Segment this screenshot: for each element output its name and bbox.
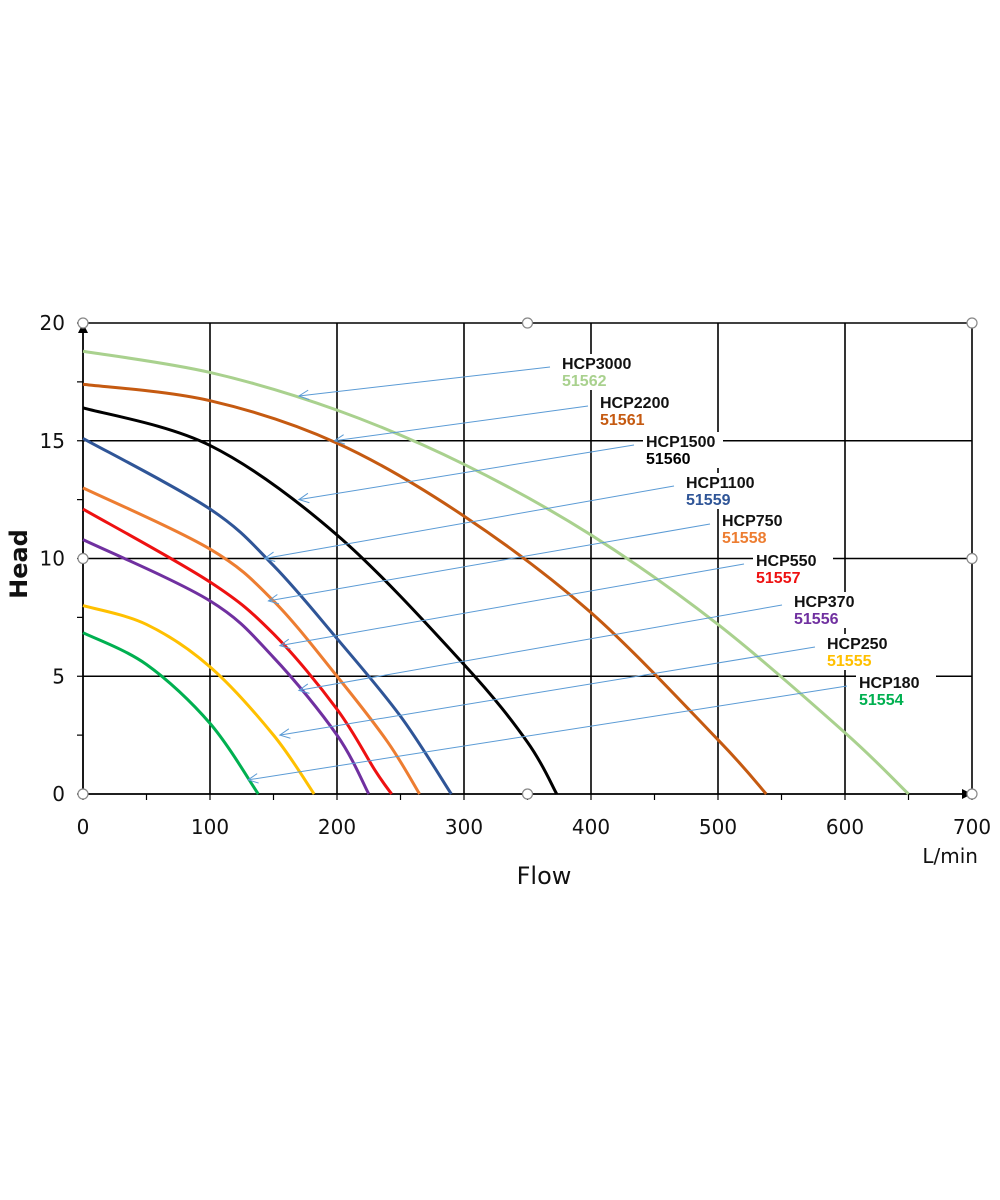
x-axis-unit: L/min bbox=[922, 844, 978, 868]
series-label-hcp3000: HCP3000 bbox=[562, 356, 631, 373]
y-axis-title: Head bbox=[5, 529, 33, 599]
annotation-arrow-hcp2200 bbox=[334, 405, 589, 442]
x-axis-title: Flow bbox=[517, 862, 572, 890]
x-tick-label: 0 bbox=[77, 815, 90, 839]
selection-handle-icon bbox=[77, 552, 89, 565]
y-tick-label: 5 bbox=[52, 664, 65, 688]
x-tick-label: 500 bbox=[699, 815, 737, 839]
selection-handle-icon bbox=[521, 788, 534, 800]
selection-handle-icon bbox=[521, 317, 534, 329]
series-curve-hcp750 bbox=[82, 486, 421, 795]
label-background bbox=[643, 432, 723, 468]
arrowhead-icon bbox=[263, 551, 276, 562]
curves bbox=[82, 349, 910, 796]
series-curve-hcp180 bbox=[82, 631, 260, 795]
annotation-arrow-hcp250 bbox=[279, 646, 816, 736]
arrowhead-icon bbox=[278, 728, 291, 739]
x-tick-label: 400 bbox=[572, 815, 610, 839]
series-label-hcp370: HCP370 bbox=[794, 594, 855, 611]
series-curve-hcp1500 bbox=[82, 406, 559, 795]
series-label-hcp550: HCP550 bbox=[756, 553, 817, 570]
tick-labels: 0 100 200 300 400 500 600 700 0 5 10 15 20 bbox=[40, 311, 992, 839]
label-background bbox=[856, 673, 936, 709]
series-code-51561: 51561 bbox=[600, 412, 645, 429]
series-code-51555: 51555 bbox=[827, 653, 872, 670]
arrowhead-icon bbox=[278, 638, 291, 650]
series-code-51560: 51560 bbox=[646, 451, 691, 468]
y-tick-label: 15 bbox=[40, 429, 65, 453]
annotation-arrow-hcp180 bbox=[248, 685, 848, 781]
series-code-51556: 51556 bbox=[794, 611, 839, 628]
series-label-hcp2200: HCP2200 bbox=[600, 395, 669, 412]
series-label-hcp180: HCP180 bbox=[859, 675, 920, 692]
selection-handle-icon bbox=[77, 788, 89, 800]
label-background bbox=[559, 354, 639, 390]
label-background bbox=[719, 511, 799, 547]
series-curve-hcp250 bbox=[82, 604, 316, 795]
series-label-hcp750: HCP750 bbox=[722, 513, 783, 530]
grid bbox=[83, 322, 973, 794]
annotation-arrow-hcp3000 bbox=[298, 366, 551, 397]
arrowhead-icon bbox=[297, 389, 310, 401]
label-background bbox=[597, 393, 677, 429]
label-background bbox=[791, 592, 871, 628]
series-code-51554: 51554 bbox=[859, 692, 904, 709]
series-label-hcp250: HCP250 bbox=[827, 636, 888, 653]
series-code-51562: 51562 bbox=[562, 373, 607, 390]
x-tick-label: 200 bbox=[318, 815, 356, 839]
series-code-51558: 51558 bbox=[722, 530, 767, 547]
selection-handle-icon bbox=[966, 317, 978, 329]
annotation-arrow-hcp750 bbox=[268, 523, 711, 602]
selection-handle-icon bbox=[966, 552, 978, 565]
series-curve-hcp2200 bbox=[82, 382, 768, 795]
x-tick-label: 600 bbox=[826, 815, 864, 839]
annotation-arrow-hcp550 bbox=[279, 563, 745, 647]
series-curve-hcp1100 bbox=[82, 437, 453, 795]
arrowhead-icon bbox=[297, 492, 310, 504]
axes bbox=[77, 317, 978, 800]
x-tick-label: 700 bbox=[953, 815, 991, 839]
label-background bbox=[683, 473, 763, 509]
x-tick-label: 300 bbox=[445, 815, 483, 839]
series-label-hcp1500: HCP1500 bbox=[646, 434, 715, 451]
annotation-arrow-hcp1500 bbox=[298, 444, 635, 501]
series-curve-hcp550 bbox=[82, 507, 393, 795]
series-curve-hcp3000 bbox=[82, 349, 910, 796]
series-code-51559: 51559 bbox=[686, 492, 731, 509]
y-tick-label: 20 bbox=[40, 311, 65, 335]
annotation-arrow-hcp1100 bbox=[264, 485, 675, 559]
series-curve-hcp370 bbox=[82, 538, 371, 795]
arrowhead-icon bbox=[267, 594, 280, 605]
annotation-arrow-hcp370 bbox=[298, 604, 783, 691]
arrowhead-icon bbox=[297, 683, 310, 694]
series-code-51557: 51557 bbox=[756, 570, 801, 587]
label-background bbox=[824, 634, 904, 670]
selection-handle-icon bbox=[966, 788, 978, 800]
y-tick-label: 10 bbox=[40, 547, 65, 571]
label-background bbox=[753, 551, 833, 587]
x-tick-label: 100 bbox=[191, 815, 229, 839]
arrowhead-icon bbox=[246, 773, 259, 784]
y-tick-label: 0 bbox=[52, 782, 65, 806]
series-label-hcp1100: HCP1100 bbox=[686, 475, 755, 492]
arrowhead-icon bbox=[333, 434, 346, 445]
selection-handle-icon bbox=[77, 317, 89, 329]
